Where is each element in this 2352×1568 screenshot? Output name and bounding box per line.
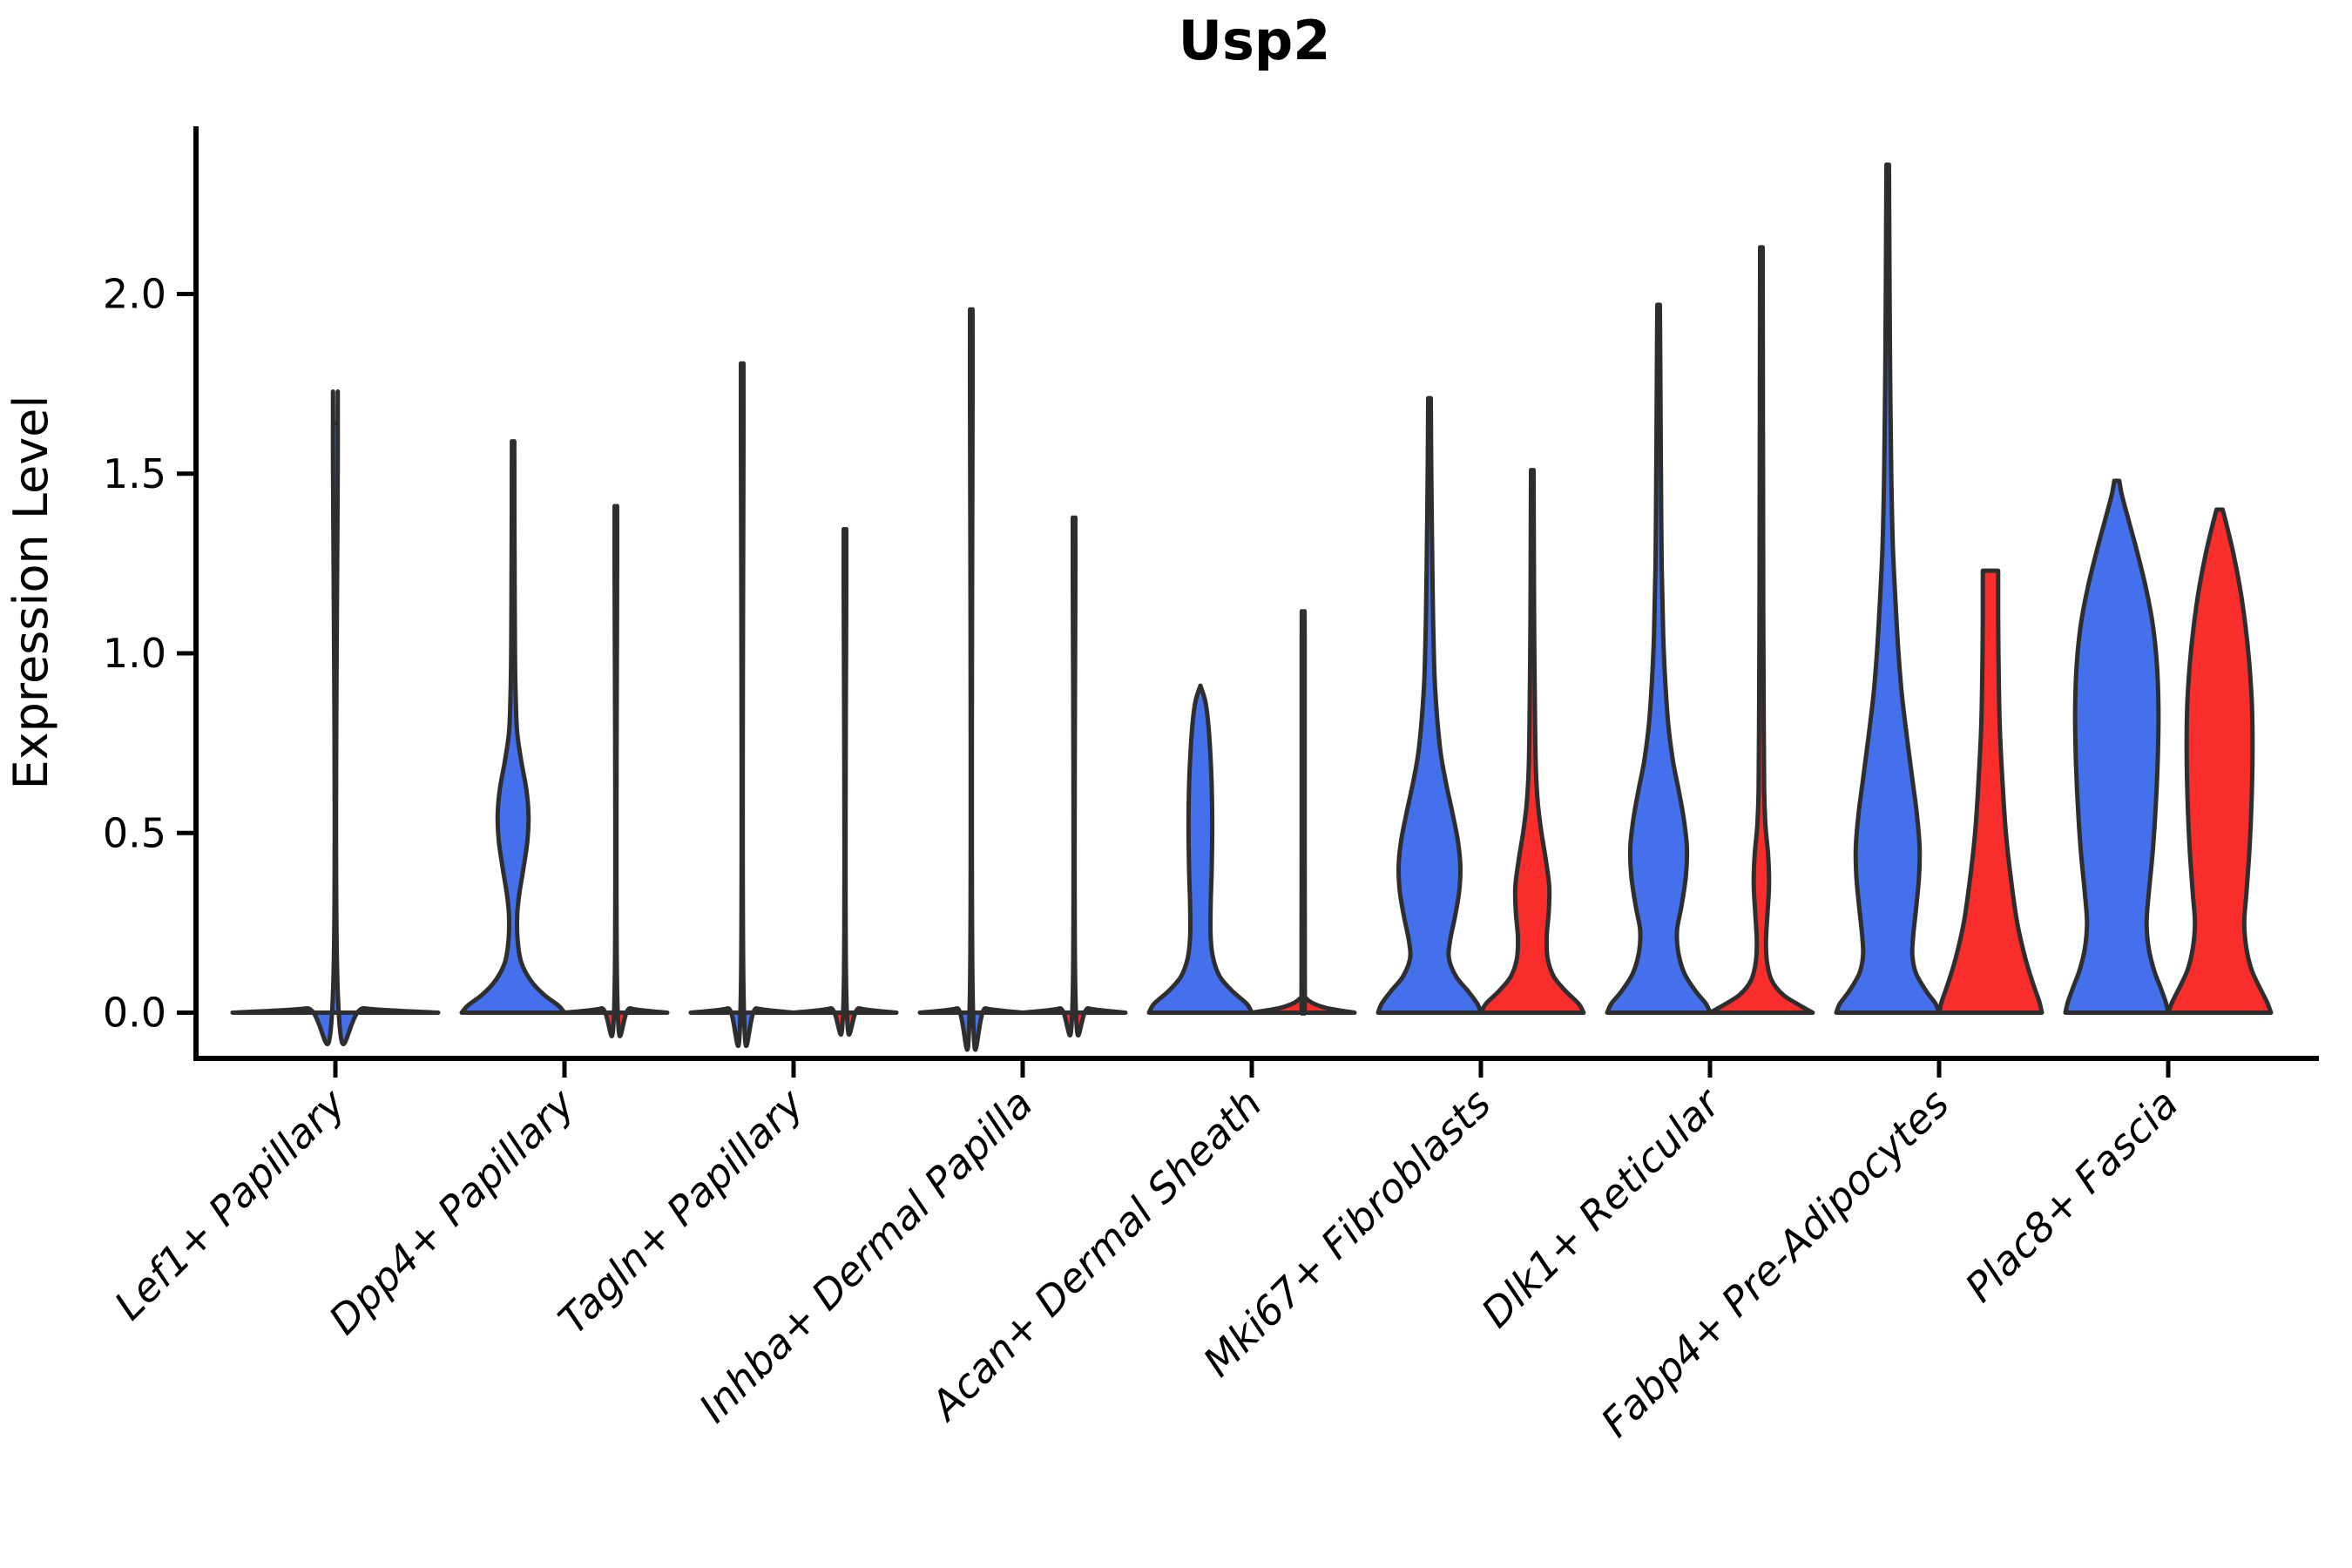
violin-mki67-blue (1375, 395, 1484, 1015)
x-category-label: Lef1+ Papillary (105, 1079, 355, 1328)
violin-mki67-red (1478, 468, 1586, 1015)
y-tick-label: 0.5 (103, 809, 166, 856)
y-axis-label: Expression Level (3, 395, 58, 790)
y-tick-label: 2.0 (103, 271, 166, 318)
violin-dpp4-red (562, 504, 670, 1038)
x-category-label: Plac8+ Fascia (1956, 1080, 2186, 1311)
violin-layer (230, 162, 2274, 1052)
violin-plac8-blue (2063, 478, 2171, 1015)
violin-acan-red (1249, 609, 1357, 1016)
violin-fabp4-blue (1834, 162, 1942, 1015)
x-category-label: Dpp4+ Papillary (320, 1079, 584, 1343)
violin-plac8-red (2166, 507, 2274, 1015)
y-tick-label: 1.5 (103, 450, 166, 497)
y-tick-label: 0.0 (103, 990, 166, 1037)
x-category-label: Tagln+ Papillary (549, 1079, 813, 1343)
violin-inhba-red (1020, 515, 1128, 1038)
violin-dlk1-red (1707, 245, 1815, 1015)
violin-tagln-red (791, 526, 899, 1037)
violin-fabp4-red (1936, 568, 2044, 1015)
violin-tagln-blue (688, 361, 796, 1048)
violin-inhba-blue (917, 307, 1025, 1052)
y-tick-label: 1.0 (103, 630, 166, 677)
chart-title: Usp2 (1179, 9, 1331, 72)
violin-acan-blue (1146, 683, 1254, 1015)
x-category-label: Dlk1+ Reticular (1472, 1078, 1731, 1336)
violin-dlk1-blue (1605, 302, 1713, 1015)
violin-dpp4-blue (459, 439, 567, 1015)
violin-lef1-blue (230, 389, 441, 1046)
